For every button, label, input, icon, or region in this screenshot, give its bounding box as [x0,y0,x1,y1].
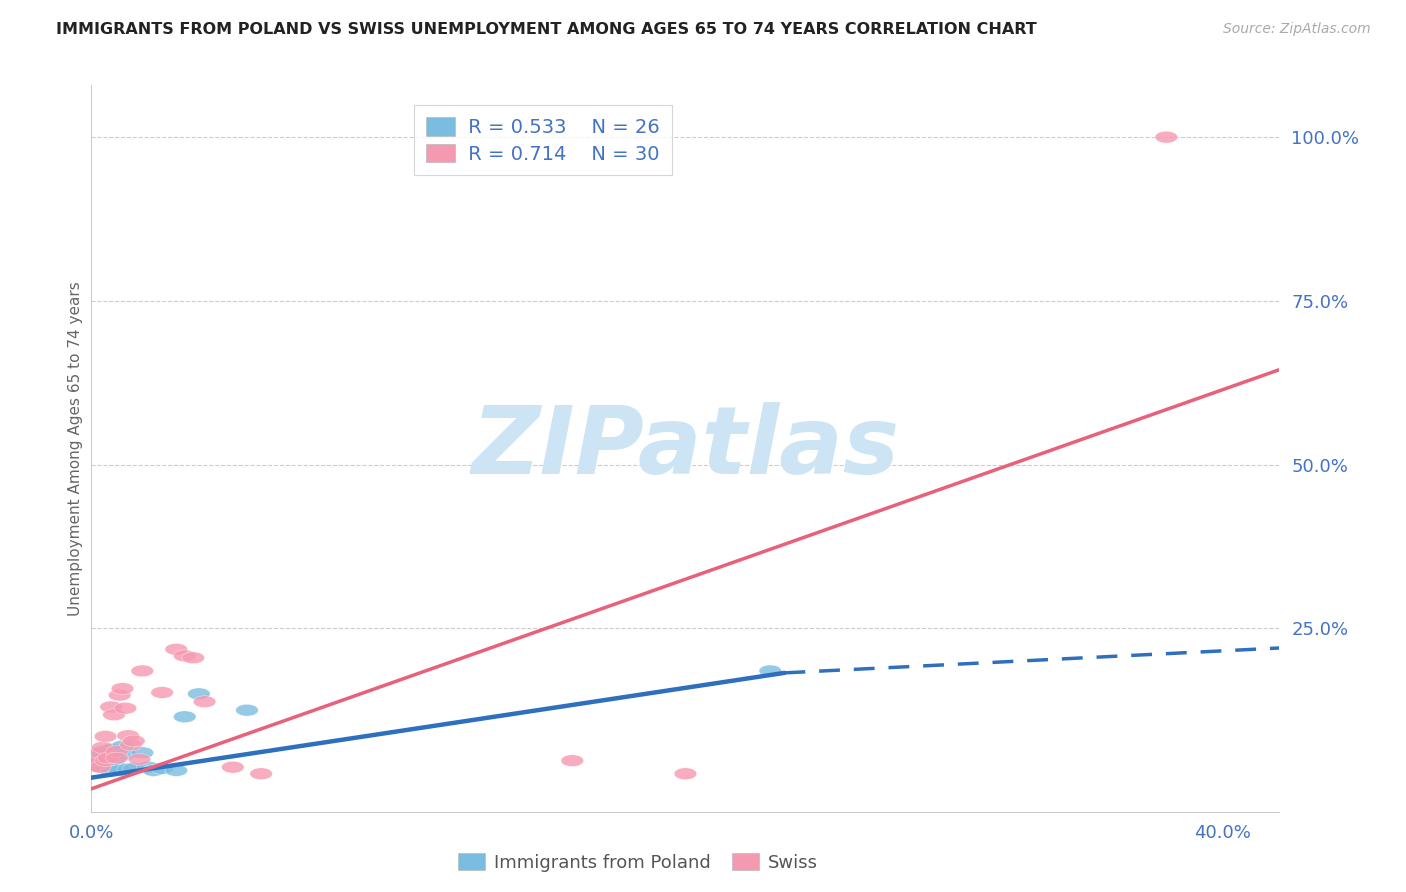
Ellipse shape [128,754,150,765]
Ellipse shape [122,735,145,747]
Ellipse shape [673,768,697,780]
Ellipse shape [97,755,120,766]
Ellipse shape [94,752,117,764]
Ellipse shape [83,756,105,769]
Ellipse shape [250,768,273,780]
Ellipse shape [89,750,111,762]
Ellipse shape [100,765,122,777]
Text: Source: ZipAtlas.com: Source: ZipAtlas.com [1223,22,1371,37]
Ellipse shape [86,755,108,766]
Ellipse shape [120,739,142,751]
Ellipse shape [105,752,128,764]
Ellipse shape [117,764,139,775]
Ellipse shape [100,744,122,756]
Legend:  R = 0.533    N = 26,  R = 0.714    N = 30: R = 0.533 N = 26, R = 0.714 N = 30 [413,105,672,176]
Ellipse shape [103,709,125,721]
Y-axis label: Unemployment Among Ages 65 to 74 years: Unemployment Among Ages 65 to 74 years [67,281,83,615]
Ellipse shape [173,650,195,662]
Ellipse shape [150,763,173,774]
Ellipse shape [131,665,153,677]
Ellipse shape [94,731,117,742]
Ellipse shape [105,746,128,757]
Ellipse shape [105,761,128,773]
Ellipse shape [91,746,114,757]
Ellipse shape [86,752,108,764]
Ellipse shape [173,711,195,723]
Ellipse shape [222,761,245,773]
Ellipse shape [759,665,782,677]
Ellipse shape [100,701,122,713]
Ellipse shape [136,761,159,773]
Ellipse shape [150,687,173,698]
Ellipse shape [181,652,204,664]
Ellipse shape [165,764,187,776]
Ellipse shape [131,747,153,759]
Ellipse shape [103,754,125,765]
Ellipse shape [114,748,136,760]
Ellipse shape [83,760,105,772]
Ellipse shape [91,741,114,754]
Ellipse shape [1154,131,1178,143]
Ellipse shape [89,747,111,759]
Ellipse shape [97,752,120,764]
Ellipse shape [111,682,134,695]
Ellipse shape [94,755,117,766]
Ellipse shape [187,688,209,699]
Ellipse shape [165,643,187,656]
Ellipse shape [122,763,145,774]
Ellipse shape [142,764,165,776]
Ellipse shape [561,755,583,766]
Text: IMMIGRANTS FROM POLAND VS SWISS UNEMPLOYMENT AMONG AGES 65 TO 74 YEARS CORRELATI: IMMIGRANTS FROM POLAND VS SWISS UNEMPLOY… [56,22,1038,37]
Ellipse shape [108,690,131,701]
Ellipse shape [89,761,111,773]
Ellipse shape [111,740,134,752]
Ellipse shape [94,760,117,772]
Ellipse shape [193,696,217,707]
Ellipse shape [117,730,139,741]
Ellipse shape [236,705,259,716]
Ellipse shape [89,761,111,773]
Ellipse shape [108,764,131,776]
Text: ZIPatlas: ZIPatlas [471,402,900,494]
Ellipse shape [114,702,136,714]
